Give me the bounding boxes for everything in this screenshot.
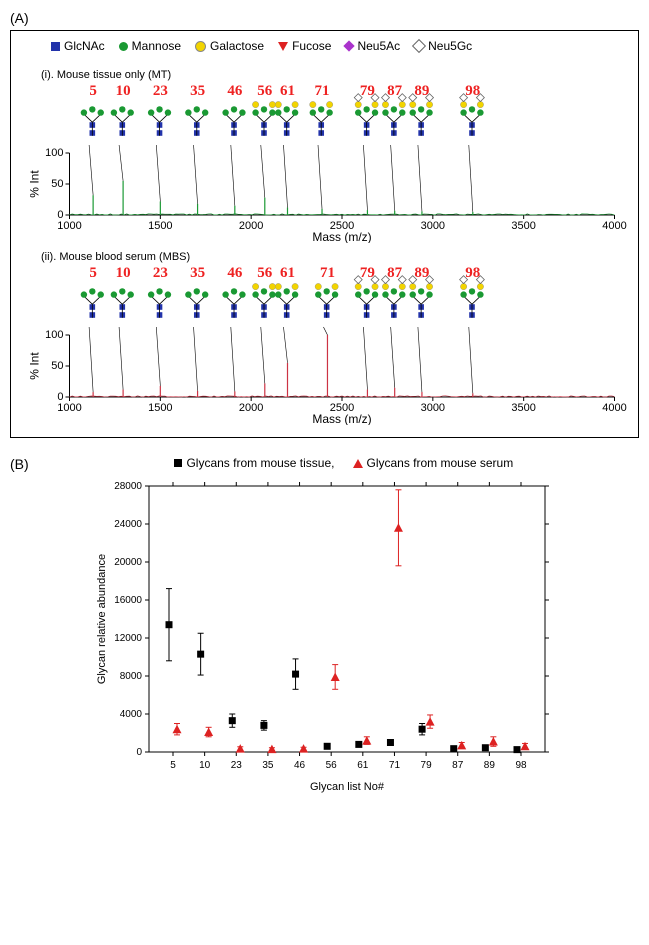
svg-text:56: 56 (257, 83, 273, 99)
legend-text: Neu5Ac (357, 39, 400, 53)
svg-text:12000: 12000 (114, 633, 142, 644)
svg-text:Mass (m/z): Mass (m/z) (312, 412, 371, 425)
svg-text:50: 50 (51, 360, 63, 372)
legend-symbol (344, 40, 355, 51)
legend-item: Neu5Gc (414, 39, 472, 53)
svg-text:61: 61 (280, 83, 295, 99)
legend-symbol (353, 459, 363, 468)
legend-symbol (412, 39, 426, 53)
svg-text:46: 46 (227, 83, 243, 99)
svg-text:56: 56 (257, 265, 273, 281)
svg-text:46: 46 (227, 265, 243, 281)
svg-text:71: 71 (315, 83, 330, 99)
svg-text:56: 56 (325, 760, 337, 771)
mass-spectrum: 050100% Int1000150020002500300035004000M… (21, 265, 628, 425)
svg-text:4000: 4000 (602, 220, 626, 232)
svg-text:79: 79 (420, 760, 432, 771)
svg-text:61: 61 (357, 760, 369, 771)
svg-text:2000: 2000 (239, 402, 263, 414)
svg-text:24000: 24000 (114, 519, 142, 530)
svg-text:3000: 3000 (421, 220, 445, 232)
svg-text:71: 71 (320, 265, 335, 281)
svg-text:% Int: % Int (28, 170, 42, 198)
svg-text:20000: 20000 (114, 557, 142, 568)
svg-text:5: 5 (170, 760, 176, 771)
svg-text:10: 10 (116, 83, 131, 99)
svg-text:1000: 1000 (57, 402, 81, 414)
svg-text:10: 10 (116, 265, 131, 281)
svg-text:3500: 3500 (511, 402, 535, 414)
spectrum-title: (i). Mouse tissue only (MT) (41, 69, 628, 81)
legend-text: Fucose (292, 39, 331, 53)
mass-spectrum: 050100% Int1000150020002500300035004000M… (21, 83, 628, 243)
legend-text: Galactose (210, 39, 264, 53)
legend-symbol (51, 42, 60, 51)
legend-item: Glycans from mouse serum (353, 456, 514, 470)
svg-text:28000: 28000 (114, 481, 142, 492)
svg-text:23: 23 (230, 760, 242, 771)
svg-text:35: 35 (190, 265, 205, 281)
svg-text:3500: 3500 (511, 220, 535, 232)
svg-text:71: 71 (388, 760, 400, 771)
svg-text:87: 87 (452, 760, 464, 771)
panel-a-label: (A) (10, 10, 639, 26)
glycan-legend: GlcNAc Mannose Galactose Fucose Neu5Ac Neu5Gc (21, 39, 628, 53)
svg-text:0: 0 (136, 747, 142, 758)
legend-text: GlcNAc (64, 39, 105, 53)
svg-text:5: 5 (89, 265, 97, 281)
spectrum-title: (ii). Mouse blood serum (MBS) (41, 251, 628, 263)
svg-text:61: 61 (280, 265, 295, 281)
svg-text:% Int: % Int (28, 352, 42, 380)
legend-symbol (278, 42, 288, 51)
svg-text:3000: 3000 (421, 402, 445, 414)
svg-text:35: 35 (262, 760, 274, 771)
svg-text:8000: 8000 (119, 671, 142, 682)
legend-symbol (174, 459, 182, 467)
svg-text:98: 98 (515, 760, 527, 771)
svg-text:100: 100 (45, 329, 63, 341)
svg-text:23: 23 (153, 265, 168, 281)
legend-symbol (119, 42, 128, 51)
legend-item: Fucose (278, 39, 331, 53)
svg-text:100: 100 (45, 147, 63, 159)
svg-text:23: 23 (153, 83, 168, 99)
panel-b-label: (B) (10, 456, 29, 472)
svg-text:1500: 1500 (148, 402, 172, 414)
svg-text:Glycan relative abundance: Glycan relative abundance (96, 554, 108, 684)
panel-a: GlcNAc Mannose Galactose Fucose Neu5Ac Neu5Gc… (10, 30, 639, 438)
svg-text:46: 46 (293, 760, 305, 771)
legend-item: Glycans from mouse tissue, (174, 456, 334, 470)
scatter-chart: 0 4000 8000 12000 16000 20000 24000 28000 Glycan… (85, 476, 565, 796)
legend-text: Glycans from mouse serum (367, 456, 514, 470)
svg-text:50: 50 (51, 178, 63, 190)
panel-b-legend: Glycans from mouse tissue, Glycans from m… (49, 456, 639, 470)
svg-text:1500: 1500 (148, 220, 172, 232)
svg-text:Glycan list No#: Glycan list No# (310, 781, 385, 793)
legend-item: GlcNAc (51, 39, 105, 53)
svg-text:10: 10 (199, 760, 211, 771)
svg-text:89: 89 (483, 760, 495, 771)
legend-item: Neu5Ac (345, 39, 400, 53)
svg-text:16000: 16000 (114, 595, 142, 606)
svg-text:5: 5 (89, 83, 97, 99)
legend-text: Mannose (132, 39, 181, 53)
svg-text:4000: 4000 (119, 709, 142, 720)
legend-text: Glycans from mouse tissue, (186, 456, 334, 470)
legend-text: Neu5Gc (428, 39, 472, 53)
legend-symbol (195, 41, 206, 52)
svg-text:1000: 1000 (57, 220, 81, 232)
legend-item: Galactose (195, 39, 264, 53)
svg-text:4000: 4000 (602, 402, 626, 414)
svg-text:35: 35 (190, 83, 205, 99)
svg-text:2000: 2000 (239, 220, 263, 232)
legend-item: Mannose (119, 39, 181, 53)
svg-text:Mass (m/z): Mass (m/z) (312, 230, 371, 243)
